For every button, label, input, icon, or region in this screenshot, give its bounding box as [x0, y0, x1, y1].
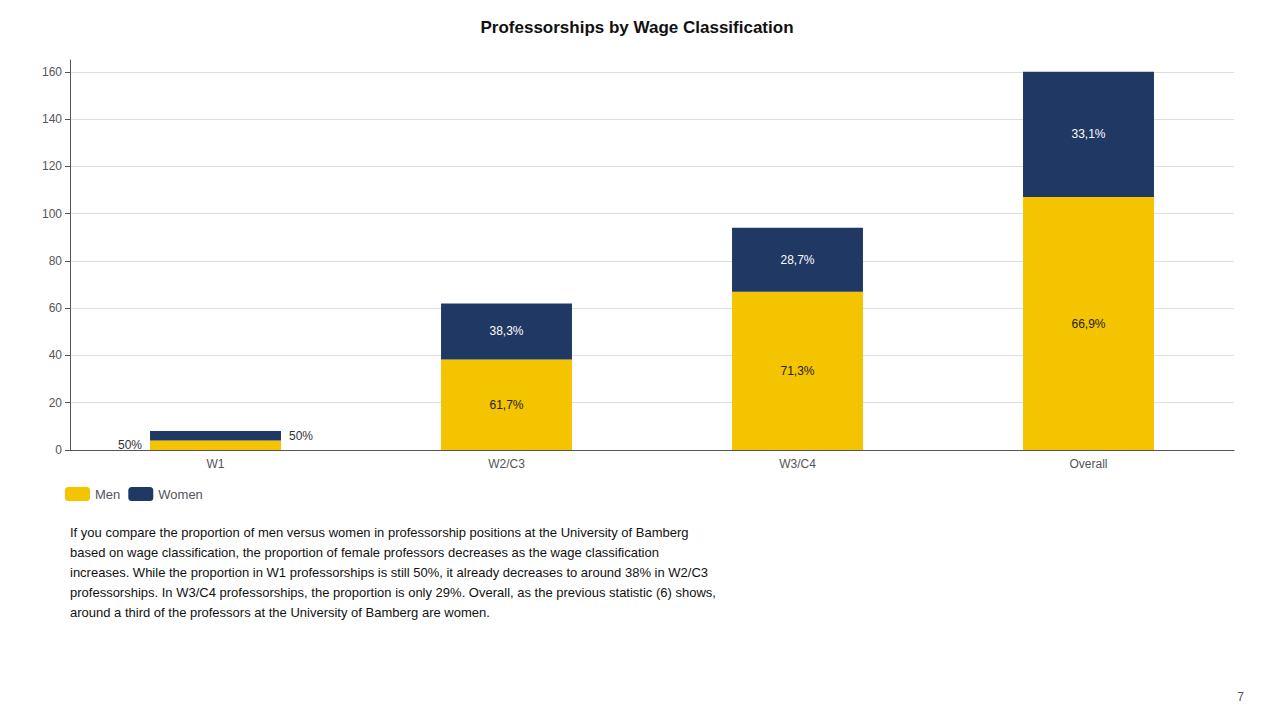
svg-text:100: 100 — [42, 207, 62, 221]
svg-text:61,7%: 61,7% — [489, 398, 523, 412]
svg-text:160: 160 — [42, 65, 62, 79]
svg-text:20: 20 — [49, 396, 63, 410]
svg-text:Overall: Overall — [1069, 457, 1107, 471]
svg-text:28,7%: 28,7% — [780, 253, 814, 267]
svg-text:Men: Men — [95, 487, 120, 502]
svg-text:around a third of the professo: around a third of the professors at the … — [70, 605, 490, 620]
svg-text:38,3%: 38,3% — [489, 324, 523, 338]
svg-text:140: 140 — [42, 112, 62, 126]
svg-text:40: 40 — [49, 348, 63, 362]
svg-text:50%: 50% — [289, 429, 313, 443]
svg-text:based on wage classification,: based on wage classification, the propor… — [70, 545, 659, 560]
svg-text:W3/C4: W3/C4 — [779, 457, 816, 471]
svg-text:0: 0 — [55, 443, 62, 457]
svg-text:W1: W1 — [207, 457, 225, 471]
svg-text:W2/C3: W2/C3 — [488, 457, 525, 471]
svg-text:increases. While the proportio: increases. While the proportion in W1 pr… — [70, 565, 708, 580]
svg-text:120: 120 — [42, 159, 62, 173]
svg-text:71,3%: 71,3% — [780, 364, 814, 378]
svg-text:33,1%: 33,1% — [1071, 127, 1105, 141]
svg-text:50%: 50% — [118, 438, 142, 452]
svg-text:Women: Women — [158, 487, 203, 502]
svg-text:60: 60 — [49, 301, 63, 315]
svg-text:professorships. In W3/C4 profe: professorships. In W3/C4 professorships,… — [70, 585, 716, 600]
svg-text:If you compare the proportion: If you compare the proportion of men ver… — [70, 525, 689, 540]
svg-text:66,9%: 66,9% — [1071, 317, 1105, 331]
svg-text:Professorships by Wage Classif: Professorships by Wage Classification — [480, 18, 793, 37]
svg-text:7: 7 — [1237, 690, 1244, 704]
svg-text:80: 80 — [49, 254, 63, 268]
